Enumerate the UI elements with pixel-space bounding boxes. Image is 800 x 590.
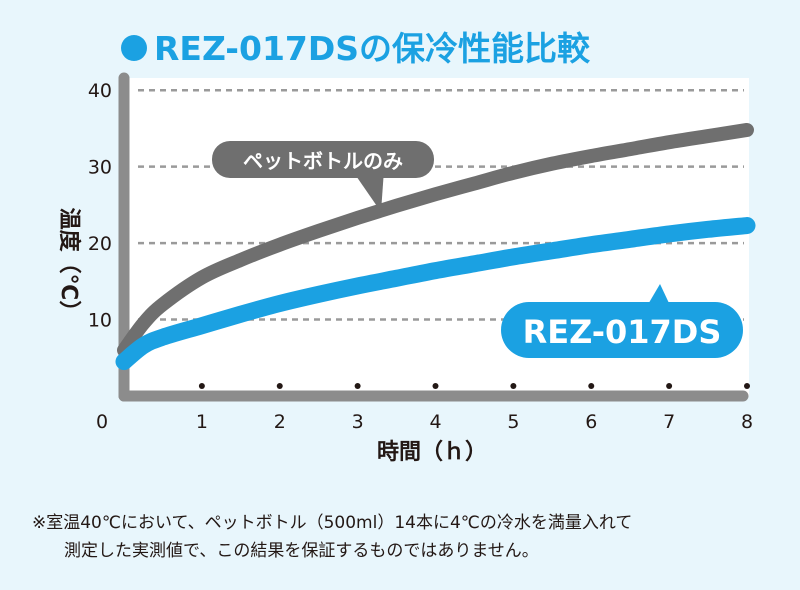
x-tick-mark-3 [354,383,361,389]
x-tick-label-7: 7 [663,411,675,433]
x-tick-mark-4 [432,383,439,389]
rez-callout-box [501,302,743,358]
series-line-bottle [117,122,754,358]
x-tick-label-0: 0 [96,411,108,433]
x-tick-label-3: 3 [352,411,364,433]
x-tick-label-1: 1 [196,411,208,433]
x-tick-mark-5 [510,383,517,389]
y-tick-label-30: 30 [88,157,112,179]
y-tick-label-40: 40 [88,80,112,102]
x-tick-label-8: 8 [741,411,753,433]
x-tick-mark-1 [198,383,205,389]
y-tick-label-10: 10 [88,310,112,332]
tick-labels: 10 20 30 40 0 1 2 3 4 5 6 7 8 [88,80,753,433]
title-bullet-icon [121,35,147,61]
y-tick-label-20: 20 [88,233,112,255]
x-axis-label: 時間（ｈ） [377,440,487,465]
x-tick-label-6: 6 [585,411,597,433]
series-callouts: ペットボトルのみ REZ-017DS [212,141,743,358]
footnote: ※室温40℃において、ペットボトル（500ml）14本に4℃の冷水を満量入れて … [32,509,772,565]
x-tick-mark-2 [276,383,283,389]
x-tick-mark-8 [744,383,750,389]
series-lines [115,122,756,371]
x-tick-marks [198,383,750,389]
x-tick-label-5: 5 [507,411,519,433]
x-tick-label-2: 2 [274,411,286,433]
chart-title: REZ-017DSの保冷性能比較 [154,29,591,68]
bottle-callout-box [212,141,434,178]
bottle-series-label: ペットボトルのみ [243,149,403,173]
rez-series-label: REZ-017DS [523,313,722,351]
x-tick-mark-6 [588,383,595,389]
bottle-callout-pointer [352,170,384,212]
y-axis-label: 温度（℃） [56,208,82,323]
x-tick-label-4: 4 [429,411,441,433]
footnote-line-2: 測定した実測値で、この結果を保証するものではありません。 [64,541,539,561]
x-tick-mark-7 [666,383,673,389]
footnote-line-1: ※室温40℃において、ペットボトル（500ml）14本に4℃の冷水を満量入れて [32,513,633,533]
series-line-rez [115,217,756,371]
